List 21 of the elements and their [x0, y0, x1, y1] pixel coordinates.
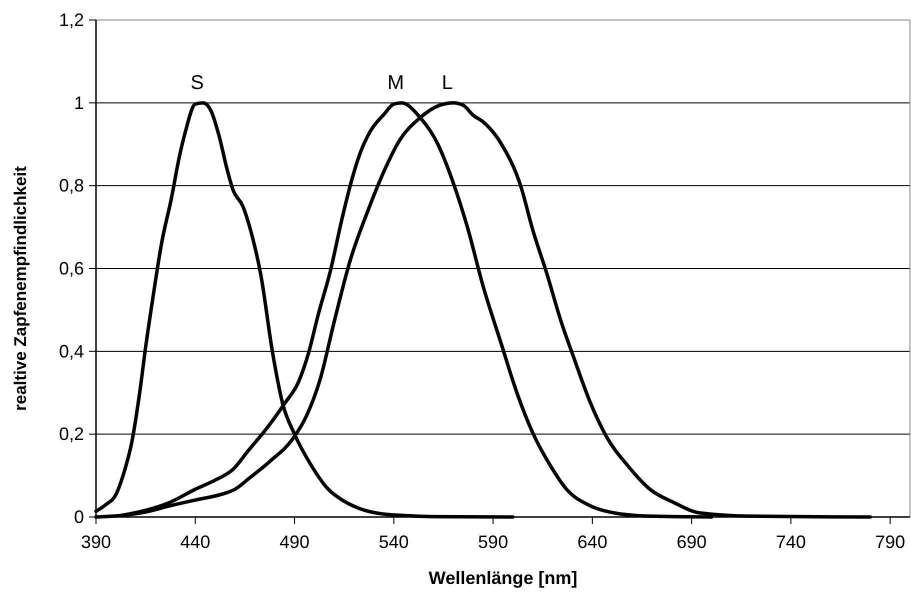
x-axis-title: Wellenlänge [nm]: [428, 568, 578, 588]
x-tick-label: 390: [80, 532, 112, 552]
x-tick-label: 590: [478, 532, 508, 552]
x-tick-label: 740: [776, 532, 806, 552]
series-label: M: [387, 72, 404, 94]
x-tick-label: 690: [676, 532, 707, 552]
series-label: L: [442, 72, 453, 94]
x-tick-label: 790: [875, 532, 906, 552]
y-tick-label: 0,4: [58, 341, 84, 362]
y-tick-label: 1,2: [58, 10, 84, 30]
x-tick-label: 540: [378, 532, 409, 552]
y-tick-label: 0,8: [58, 176, 84, 196]
y-tick-label: 0: [74, 507, 84, 527]
y-tick-label: 0,2: [58, 424, 84, 444]
y-axis-title: realtive Zapfenempfindlichkeit: [11, 166, 30, 411]
y-tick-label: 0,6: [58, 258, 84, 278]
x-tick-label: 490: [280, 532, 310, 552]
y-tick-label: 1: [74, 92, 84, 113]
series-label: S: [190, 72, 204, 94]
x-tick-label: 640: [577, 532, 608, 552]
x-tick-label: 440: [180, 532, 210, 552]
